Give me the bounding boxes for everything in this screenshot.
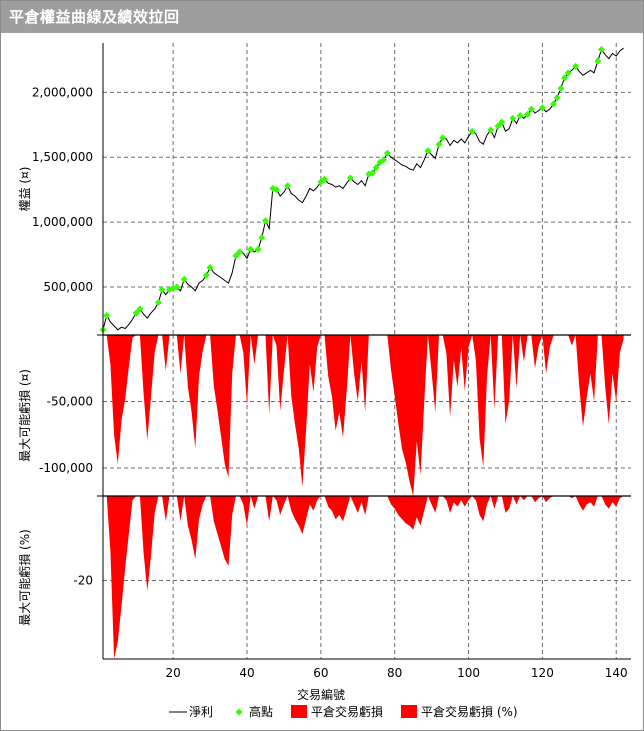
high-point-marker [383, 149, 391, 157]
x-tick-label: 120 [531, 666, 554, 680]
drawdown-abs-series [103, 335, 624, 496]
drawdown-abs-area [103, 335, 624, 496]
high-point-marker [247, 245, 255, 253]
y-tick-labels: 500,000 1,000,000 1,500,000 2,000,000 -50,00… [32, 85, 93, 587]
high-point-marker [468, 127, 476, 135]
high-point-marker [524, 110, 532, 118]
high-point-marker [165, 286, 173, 294]
high-point-marker [261, 217, 269, 225]
x-tick-labels: 20 40 60 80 100 120 140 [166, 666, 628, 680]
high-point-marker [258, 234, 266, 242]
y-axis-title: 權益 (¤) [18, 167, 32, 212]
high-point-marker [136, 305, 144, 313]
high-point-marker [273, 186, 281, 194]
legend-label: 淨利 [189, 705, 213, 719]
chart-area: 500,000 1,000,000 1,500,000 2,000,000 -50,00… [17, 43, 631, 719]
y-tick-label: -50,000 [47, 395, 93, 409]
high-point-marker [154, 299, 162, 307]
y-tick-label: 1,500,000 [32, 150, 93, 164]
x-tick-label: 100 [457, 666, 480, 680]
legend-label: 平倉交易虧損 [311, 704, 383, 719]
x-axis-title: 交易編號 [297, 687, 345, 702]
x-tick-label: 60 [313, 666, 328, 680]
high-point-marker [173, 283, 181, 291]
high-point-marker [527, 105, 535, 113]
high-point-marker [572, 62, 580, 70]
x-tick-label: 40 [239, 666, 254, 680]
high-point-marker [487, 126, 495, 134]
high-points-series [99, 45, 605, 334]
legend: 淨利 高點 平倉交易虧損 平倉交易虧損 (%) [169, 704, 518, 719]
high-point-marker [424, 147, 432, 155]
legend-label: 平倉交易虧損 (%) [421, 704, 518, 719]
equity-series [102, 47, 624, 331]
drawdown-pct-series [103, 496, 624, 659]
title-bar: 平倉權益曲線及績效拉回 [1, 1, 643, 33]
high-point-marker [132, 309, 140, 317]
x-tick-label: 140 [605, 666, 628, 680]
high-point-marker [553, 94, 561, 102]
y-tick-label: -20 [73, 573, 93, 587]
legend-area-swatch [291, 705, 307, 718]
high-point-marker [564, 69, 572, 77]
high-point-marker [494, 122, 502, 130]
high-point-marker [380, 156, 388, 164]
high-point-marker [372, 164, 380, 172]
high-point-marker [180, 275, 188, 283]
legend-label: 高點 [249, 704, 273, 719]
high-point-marker [158, 286, 166, 294]
legend-area-swatch [401, 705, 417, 718]
high-point-marker [321, 175, 329, 183]
axes [97, 43, 631, 660]
high-point-marker [435, 140, 443, 148]
high-point-marker [369, 169, 377, 177]
high-point-marker [538, 104, 546, 112]
equity-line [102, 47, 624, 331]
high-point-marker [236, 248, 244, 256]
high-point-marker [232, 252, 240, 260]
chart-title: 平倉權益曲線及績效拉回 [9, 8, 180, 26]
high-point-marker [346, 174, 354, 182]
high-point-marker [594, 57, 602, 65]
y-tick-label: -100,000 [39, 461, 93, 475]
high-point-marker [202, 271, 210, 279]
high-point-marker [439, 134, 447, 142]
high-point-marker [509, 114, 517, 122]
x-tick-label: 20 [166, 666, 181, 680]
high-point-marker [516, 112, 524, 120]
high-point-marker [498, 118, 506, 126]
high-point-marker [103, 312, 111, 320]
high-point-marker [561, 74, 569, 82]
high-point-marker [597, 45, 605, 53]
y-tick-label: 500,000 [43, 280, 93, 294]
high-point-marker [284, 182, 292, 190]
high-point-marker [206, 264, 214, 272]
drawdown-pct-area [103, 496, 624, 659]
high-point-marker [557, 84, 565, 92]
legend-marker-swatch [235, 708, 243, 716]
high-point-marker [254, 245, 262, 253]
y-tick-label: 1,000,000 [32, 215, 93, 229]
x-tick-label: 80 [387, 666, 402, 680]
y-axis-title: 最大可能虧損 (¤) [17, 369, 32, 462]
y-axis-titles: 權益 (¤) 最大可能虧損 (¤) 最大可能虧損 (%) [17, 167, 32, 626]
high-point-marker [549, 100, 557, 108]
y-axis-title: 最大可能虧損 (%) [17, 529, 32, 626]
y-tick-label: 2,000,000 [32, 85, 93, 99]
